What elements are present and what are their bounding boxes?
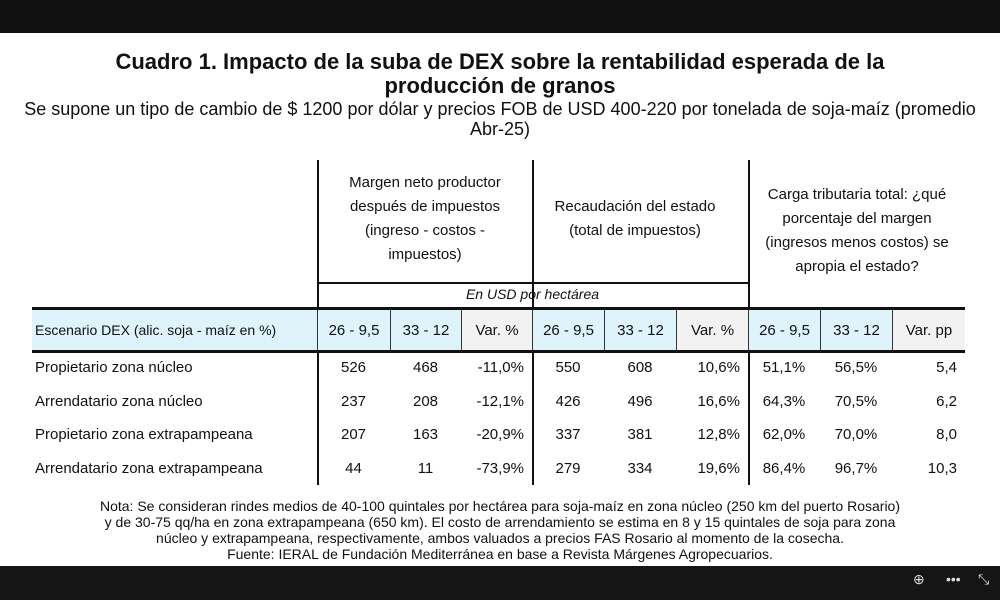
note-line: y de 30-75 qq/ha en zona extrapampeana (… bbox=[104, 514, 896, 530]
table-cell: 11 bbox=[417, 459, 434, 477]
table-cell: 8,0 bbox=[936, 426, 957, 443]
table-row: Arrendatario zona núcleo 237 208 -12,1% 426 4… bbox=[32, 385, 965, 418]
table-cell: 56,5% bbox=[834, 359, 878, 376]
slide-title: Cuadro 1. Impacto de la suba de DEX sobr… bbox=[115, 49, 885, 98]
column-header: 33 - 12 bbox=[390, 310, 461, 351]
table-cell: 16,6% bbox=[697, 392, 740, 410]
row-label: Arrendatario zona núcleo bbox=[35, 392, 203, 410]
table-cell: 468 bbox=[412, 359, 439, 376]
header-recaudacion: Recaudación del estado (total de impuest… bbox=[554, 198, 716, 239]
slide-subtitle: Se supone un tipo de cambio de $ 1200 po… bbox=[24, 99, 976, 139]
table-cell: -20,9% bbox=[476, 426, 524, 443]
column-header: 33 - 12 bbox=[820, 310, 892, 351]
table-cell: 381 bbox=[627, 426, 653, 443]
table-cell: 337 bbox=[555, 426, 581, 443]
table-cell: 6,2 bbox=[936, 392, 957, 410]
table-cell: -11,0% bbox=[477, 359, 524, 376]
table-cell: 334 bbox=[627, 459, 653, 477]
table-row: Propietario zona núcleo 526 468 -11,0% 550 60… bbox=[32, 351, 965, 384]
divider bbox=[32, 350, 965, 353]
table-cell: 279 bbox=[555, 459, 581, 477]
table-cell: 51,1% bbox=[762, 359, 806, 376]
table-cell: 70,0% bbox=[834, 426, 878, 443]
bottom-bar bbox=[0, 566, 1000, 600]
table-cell: 5,4 bbox=[936, 359, 957, 376]
source-line: Fuente: IERAL de Fundación Mediterránea … bbox=[227, 546, 773, 562]
table-cell: 207 bbox=[340, 426, 367, 443]
table-cell: 237 bbox=[340, 392, 367, 410]
collapse-icon[interactable]: ⤡ bbox=[978, 571, 990, 587]
divider bbox=[317, 282, 748, 284]
table-cell: 96,7% bbox=[834, 459, 878, 477]
table-cell: 62,0% bbox=[762, 426, 806, 443]
table-cell: 426 bbox=[555, 392, 581, 410]
header-carga: Carga tributaria total: ¿qué porcentaje … bbox=[765, 186, 949, 275]
table-cell: 10,3 bbox=[927, 459, 957, 477]
table-cell: 550 bbox=[555, 359, 581, 376]
note-line: núcleo y extrapampeana, respectivamente,… bbox=[156, 530, 844, 546]
table-cell: 163 bbox=[412, 426, 439, 443]
column-header: 26 - 9,5 bbox=[532, 310, 604, 351]
table-cell: 44 bbox=[345, 459, 362, 477]
table-cell: 86,4% bbox=[762, 459, 806, 477]
table-cell: 496 bbox=[627, 392, 653, 410]
header-margen: Margen neto productor después de impuest… bbox=[349, 174, 501, 263]
slide bbox=[0, 33, 1000, 566]
table-cell: 208 bbox=[412, 392, 439, 410]
row-label: Arrendatario zona extrapampeana bbox=[35, 459, 263, 477]
note-line: Nota: Se consideran rindes medios de 40-… bbox=[99, 498, 901, 514]
table-cell: -12,1% bbox=[476, 392, 524, 410]
table-cell: -73,9% bbox=[476, 459, 524, 477]
table-row: Arrendatario zona extrapampeana 44 11 -73,9… bbox=[32, 452, 965, 485]
table-cell: 12,8% bbox=[697, 426, 740, 443]
column-header: Var. % bbox=[676, 310, 748, 351]
column-header: 33 - 12 bbox=[604, 310, 676, 351]
column-header: 26 - 9,5 bbox=[317, 310, 390, 351]
table-cell: 10,6% bbox=[697, 359, 740, 376]
more-options-icon[interactable]: ••• bbox=[946, 571, 961, 587]
table-cell: 64,3% bbox=[762, 392, 806, 410]
column-header: 26 - 9,5 bbox=[748, 310, 820, 351]
footnote: Nota: Se consideran rindes medios de 40-… bbox=[0, 498, 1000, 562]
column-header-scenario: Escenario DEX (alic. soja - maíz en %) bbox=[32, 310, 317, 351]
column-header: Var. % bbox=[461, 310, 532, 351]
table-cell: 70,5% bbox=[834, 392, 878, 410]
table-row: Propietario zona extrapampeana 207 163 -20,… bbox=[32, 418, 965, 451]
table-cell: 19,6% bbox=[697, 459, 740, 477]
row-label: Propietario zona extrapampeana bbox=[35, 426, 253, 443]
zoom-in-icon[interactable]: ⊕ bbox=[913, 571, 925, 587]
table-cell: 526 bbox=[340, 359, 367, 376]
column-header: Var. pp bbox=[892, 310, 965, 351]
table-cell: 608 bbox=[627, 359, 653, 376]
divider bbox=[32, 307, 965, 310]
row-label: Propietario zona núcleo bbox=[35, 359, 193, 376]
top-bar bbox=[0, 0, 1000, 33]
